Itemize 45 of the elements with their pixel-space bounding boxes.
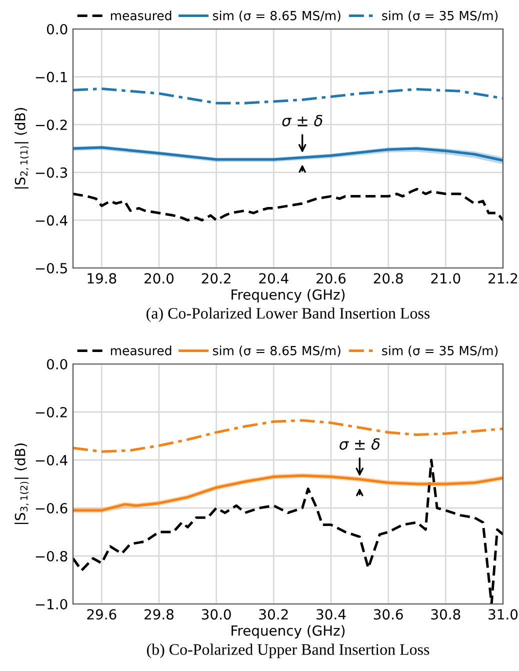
x-tick-label: 31.0 bbox=[488, 609, 518, 620]
y-tick-label: −0.8 bbox=[36, 550, 68, 562]
legend-label: sim (σ = 35 MS/m) bbox=[382, 10, 498, 22]
legend-label: measured bbox=[110, 10, 172, 20]
x-tick-label: 29.6 bbox=[87, 609, 116, 620]
y-axis-title: |S$_{2,1(1)}$| (dB) bbox=[14, 108, 29, 188]
y-tick-label: −0.1 bbox=[36, 72, 67, 82]
x-tick-label: 30.8 bbox=[431, 609, 460, 620]
y-axis-title: |S$_{3,1(2)}$| (dB) bbox=[14, 444, 29, 524]
x-tick-label: 20.4 bbox=[259, 273, 288, 284]
y-tick-label: −0.2 bbox=[36, 406, 67, 418]
x-tick-label: 21.2 bbox=[488, 273, 518, 284]
y-tick-label: −0.4 bbox=[36, 454, 68, 466]
line-series bbox=[73, 419, 503, 453]
text: (a) Co-Polarized Lower Band Insertion Loss bbox=[146, 307, 430, 322]
y-tick-label: −0.3 bbox=[36, 167, 68, 178]
legend-label: sim (σ = 35 MS/m) bbox=[382, 346, 498, 357]
x-tick-label: 30.2 bbox=[259, 609, 288, 620]
legend-label: sim (σ = 8.65 MS/m) bbox=[212, 10, 340, 22]
y-tick-label: 0.0 bbox=[46, 358, 68, 370]
x-tick-label: 20.8 bbox=[374, 273, 403, 284]
x-tick-label: 19.8 bbox=[88, 273, 116, 284]
x-tick-label: 30.0 bbox=[202, 609, 231, 620]
x-tick-label: 30.4 bbox=[316, 609, 346, 620]
x-tick-label: 20.6 bbox=[316, 273, 346, 284]
x-tick-label: 30.6 bbox=[374, 609, 403, 620]
text: (b) Co-Polarized Upper Band Insertion Loss bbox=[146, 644, 430, 658]
y-tick-label: −0.2 bbox=[36, 120, 67, 130]
y-tick-label: −1.0 bbox=[36, 598, 68, 610]
x-axis-title: Frequency (GHz) bbox=[232, 289, 345, 303]
x-tick-label: 20.0 bbox=[144, 273, 174, 284]
y-tick-label: −0.6 bbox=[36, 502, 68, 514]
x-tick-label: 29.8 bbox=[144, 609, 174, 620]
y-tick-label: −0.5 bbox=[36, 262, 67, 274]
x-tick-label: 20.2 bbox=[202, 273, 230, 284]
y-tick-label: −0.4 bbox=[36, 215, 68, 226]
legend-label: measured bbox=[110, 346, 172, 356]
x-tick-label: 21.0 bbox=[431, 273, 460, 284]
line-series bbox=[73, 88, 503, 104]
legend-label: sim (σ = 8.65 MS/m) bbox=[212, 346, 340, 357]
line-series bbox=[73, 188, 503, 222]
annotation: σ ± δ bbox=[340, 438, 380, 450]
y-tick-label: 0.0 bbox=[46, 24, 68, 34]
x-axis-title: Frequency (GHz) bbox=[232, 625, 345, 639]
annotation: σ ± δ bbox=[282, 114, 322, 126]
